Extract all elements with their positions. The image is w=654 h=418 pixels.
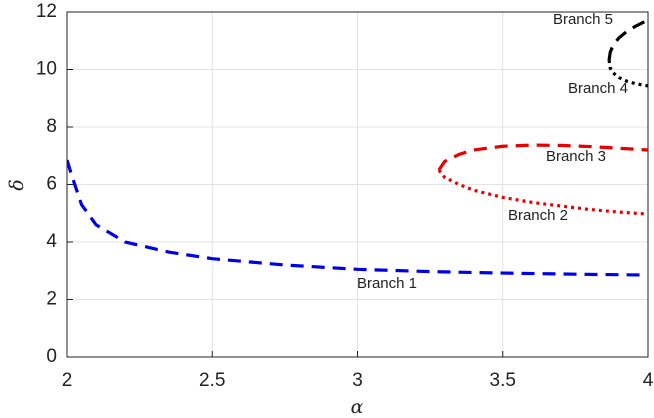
y-tick-label: 8 (46, 116, 57, 137)
y-tick-label: 6 (46, 174, 57, 195)
x-tick-label: 4 (643, 370, 654, 391)
x-axis-label: α (351, 396, 364, 418)
plot-area (67, 18, 648, 277)
y-tick-label: 4 (46, 231, 57, 252)
branch-line (437, 169, 648, 216)
branch-line (607, 18, 648, 61)
x-tick-label: 3 (352, 370, 363, 391)
branch-label: Branch 4 (568, 80, 628, 97)
x-tick-label: 2 (62, 370, 73, 391)
y-axis-label: δ (6, 179, 28, 190)
plot-frame (66, 11, 649, 358)
y-tick-label: 0 (46, 346, 57, 367)
y-tick-label: 2 (46, 289, 57, 310)
branch-label: Branch 1 (357, 275, 417, 292)
x-tick-label: 2.5 (199, 370, 225, 391)
branch-label: Branch 2 (508, 207, 568, 224)
y-tick-label: 12 (36, 1, 57, 22)
branch-line (67, 159, 648, 277)
branch-line (607, 59, 648, 88)
branch-label: Branch 3 (546, 148, 606, 165)
y-tick-label: 10 (36, 59, 57, 80)
branch-label: Branch 5 (553, 11, 613, 28)
x-tick-label: 3.5 (490, 370, 516, 391)
branch-line (437, 143, 648, 172)
